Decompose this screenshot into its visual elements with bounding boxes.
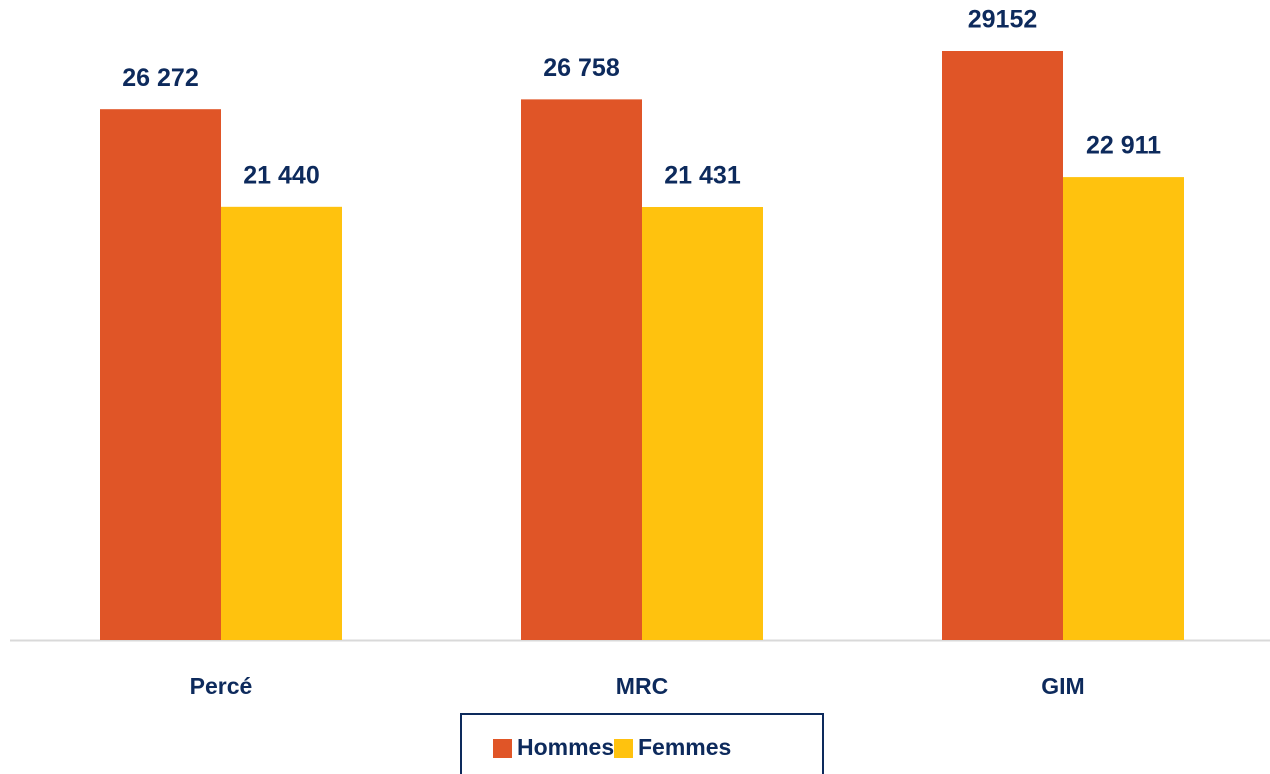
bar — [521, 99, 642, 640]
x-tick-label: GIM — [1041, 673, 1084, 699]
legend-swatch — [493, 739, 512, 758]
x-tick-label: MRC — [616, 673, 668, 699]
data-label: 29152 — [968, 6, 1038, 34]
legend-label: Femmes — [638, 734, 731, 760]
bar — [1063, 177, 1184, 640]
bar — [942, 51, 1063, 640]
bar — [221, 206, 342, 640]
data-label: 26 272 — [122, 64, 198, 92]
bar — [642, 206, 763, 640]
legend-label: Hommes — [517, 734, 614, 760]
bar — [100, 109, 221, 641]
x-tick-label: Percé — [190, 673, 253, 699]
legend-swatch — [614, 739, 633, 758]
legend-box — [460, 713, 824, 774]
data-label: 21 440 — [243, 161, 319, 189]
data-label: 21 431 — [664, 162, 741, 190]
data-label: 26 758 — [543, 54, 620, 82]
data-label: 22 911 — [1086, 132, 1161, 160]
